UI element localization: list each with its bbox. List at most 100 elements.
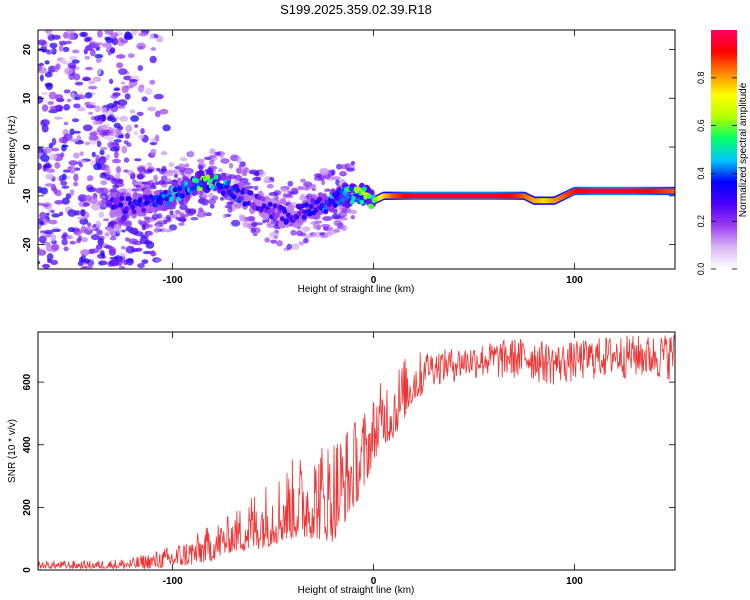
heatmap-cell (107, 103, 115, 109)
heatmap-cell (56, 57, 66, 63)
heatmap-cell (105, 226, 114, 232)
heatmap-cell (110, 230, 117, 237)
heatmap-cell (263, 179, 273, 184)
heatmap-cell (308, 203, 314, 210)
heatmap-cell (104, 232, 110, 237)
heatmap-cell (69, 138, 79, 143)
colorbar: 0.0 0.2 0.4 0.6 0.8 Normalized spectral ampl… (696, 30, 749, 275)
heatmap-cell (48, 91, 57, 100)
heatmap-cell (125, 245, 136, 254)
heatmap-cell (143, 216, 151, 220)
heatmap-cell (38, 260, 41, 265)
heatmap-cell (220, 158, 230, 164)
heatmap-cell (45, 82, 53, 91)
heatmap-cell (60, 180, 68, 186)
heatmap-cell (260, 196, 266, 202)
heatmap-cell (164, 178, 172, 183)
heatmap-cell (205, 174, 211, 180)
heatmap-cell (109, 256, 119, 260)
y-tick-label: -10 (22, 188, 33, 203)
heatmap-cell (46, 30, 51, 37)
heatmap-cell (74, 81, 84, 86)
heatmap-cell (153, 174, 158, 182)
heatmap-cell (274, 195, 279, 201)
heatmap-cell (52, 34, 61, 40)
heatmap-cell (290, 187, 298, 192)
heatmap-cell (71, 92, 76, 100)
heatmap-cell (88, 85, 98, 90)
heatmap-cell (160, 151, 168, 156)
heatmap-cell (161, 183, 168, 188)
heatmap-cell (53, 116, 63, 120)
heatmap-cell (65, 30, 75, 34)
heatmap-cell (61, 185, 70, 189)
heatmap-cell (106, 202, 113, 207)
heatmap-cell (100, 195, 106, 200)
heatmap-cell (130, 115, 140, 122)
heatmap-cell (242, 220, 251, 228)
spectrogram-x-axis-label: Height of straight line (km) (298, 284, 415, 295)
heatmap-cell (73, 103, 81, 109)
heatmap-cell (38, 186, 43, 194)
heatmap-cell (179, 157, 188, 162)
heatmap-cell (198, 198, 203, 204)
colorbar-tick-label: 0.0 (696, 263, 706, 276)
heatmap-cell (201, 193, 209, 198)
heatmap-cell (355, 197, 361, 203)
heatmap-cell (205, 212, 212, 217)
heatmap-cell (146, 162, 153, 168)
heatmap-cell (139, 84, 145, 88)
heatmap-cell (95, 244, 103, 251)
heatmap-cell (85, 104, 96, 109)
heatmap-cell (109, 47, 116, 54)
heatmap-cell (41, 104, 49, 112)
colorbar-gradient (711, 30, 737, 269)
heatmap-cell (287, 180, 294, 187)
heatmap-cell (40, 187, 48, 195)
snr-frame (37, 331, 676, 571)
y-tick-label: 400 (22, 436, 33, 453)
heatmap-cell (262, 219, 267, 224)
heatmap-cell (168, 224, 178, 231)
snr-x-axis-label: Height of straight line (km) (298, 585, 415, 596)
heatmap-cell (267, 201, 273, 207)
colorbar-tick-label: 0.6 (696, 119, 706, 132)
heatmap-cell (61, 144, 67, 152)
heatmap-cell (154, 258, 163, 263)
heatmap-cell (338, 210, 348, 218)
heatmap-cell (148, 33, 155, 40)
heatmap-cell (123, 220, 133, 226)
heatmap-cell (270, 239, 277, 244)
heatmap-cell (158, 200, 164, 206)
heatmap-cell (50, 259, 58, 265)
x-tick-label: 0 (371, 275, 377, 286)
heatmap-cell (44, 72, 53, 78)
heatmap-cell (345, 194, 350, 200)
heatmap-cell (123, 199, 130, 209)
heatmap-cell (71, 59, 80, 64)
heatmap-cell (79, 32, 86, 37)
heatmap-cell (98, 156, 107, 164)
heatmap-cell (348, 186, 354, 192)
heatmap-cell (109, 221, 118, 225)
heatmap-cell (264, 237, 271, 243)
heatmap-cell (116, 62, 123, 69)
heatmap-cell (42, 49, 51, 53)
heatmap-cell (141, 224, 146, 231)
x-tick-label: -100 (163, 275, 183, 286)
colorbar-ticks: 0.0 0.2 0.4 0.6 0.8 (696, 72, 737, 276)
heatmap-cell (235, 187, 241, 193)
heatmap-cell (62, 46, 70, 53)
heatmap-cell (252, 232, 258, 237)
heatmap-cell (103, 218, 110, 222)
heatmap-cell (130, 173, 136, 180)
heatmap-cell (125, 237, 130, 242)
heatmap-cell (150, 138, 156, 142)
heatmap-cell (72, 49, 80, 54)
heatmap-cell (286, 243, 293, 250)
heatmap-cell (80, 209, 86, 217)
heatmap-cell (184, 208, 191, 214)
heatmap-cell (253, 185, 259, 191)
spectrogram-y-axis-label: Frequency (Hz) (7, 116, 18, 185)
